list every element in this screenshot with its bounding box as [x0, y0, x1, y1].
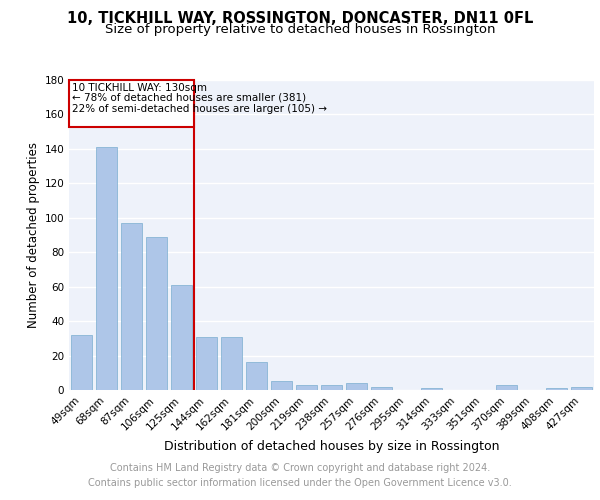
Bar: [296, 385, 317, 390]
Bar: [121, 223, 142, 390]
Bar: [371, 386, 392, 390]
Text: 22% of semi-detached houses are larger (105) →: 22% of semi-detached houses are larger (…: [72, 104, 327, 114]
Bar: [221, 336, 242, 390]
FancyBboxPatch shape: [69, 80, 194, 126]
Bar: [246, 362, 267, 390]
Text: Size of property relative to detached houses in Rossington: Size of property relative to detached ho…: [105, 22, 495, 36]
Text: Contains HM Land Registry data © Crown copyright and database right 2024.
Contai: Contains HM Land Registry data © Crown c…: [88, 462, 512, 487]
Bar: [196, 336, 217, 390]
Text: 10 TICKHILL WAY: 130sqm: 10 TICKHILL WAY: 130sqm: [72, 82, 207, 92]
Bar: [71, 335, 92, 390]
Bar: [96, 147, 117, 390]
Bar: [346, 383, 367, 390]
Bar: [421, 388, 442, 390]
Bar: [146, 236, 167, 390]
Bar: [271, 382, 292, 390]
Bar: [321, 385, 342, 390]
Y-axis label: Number of detached properties: Number of detached properties: [27, 142, 40, 328]
Text: 10, TICKHILL WAY, ROSSINGTON, DONCASTER, DN11 0FL: 10, TICKHILL WAY, ROSSINGTON, DONCASTER,…: [67, 11, 533, 26]
Bar: [171, 285, 192, 390]
Text: ← 78% of detached houses are smaller (381): ← 78% of detached houses are smaller (38…: [72, 93, 306, 103]
X-axis label: Distribution of detached houses by size in Rossington: Distribution of detached houses by size …: [164, 440, 499, 453]
Bar: [496, 385, 517, 390]
Bar: [571, 386, 592, 390]
Bar: [546, 388, 567, 390]
